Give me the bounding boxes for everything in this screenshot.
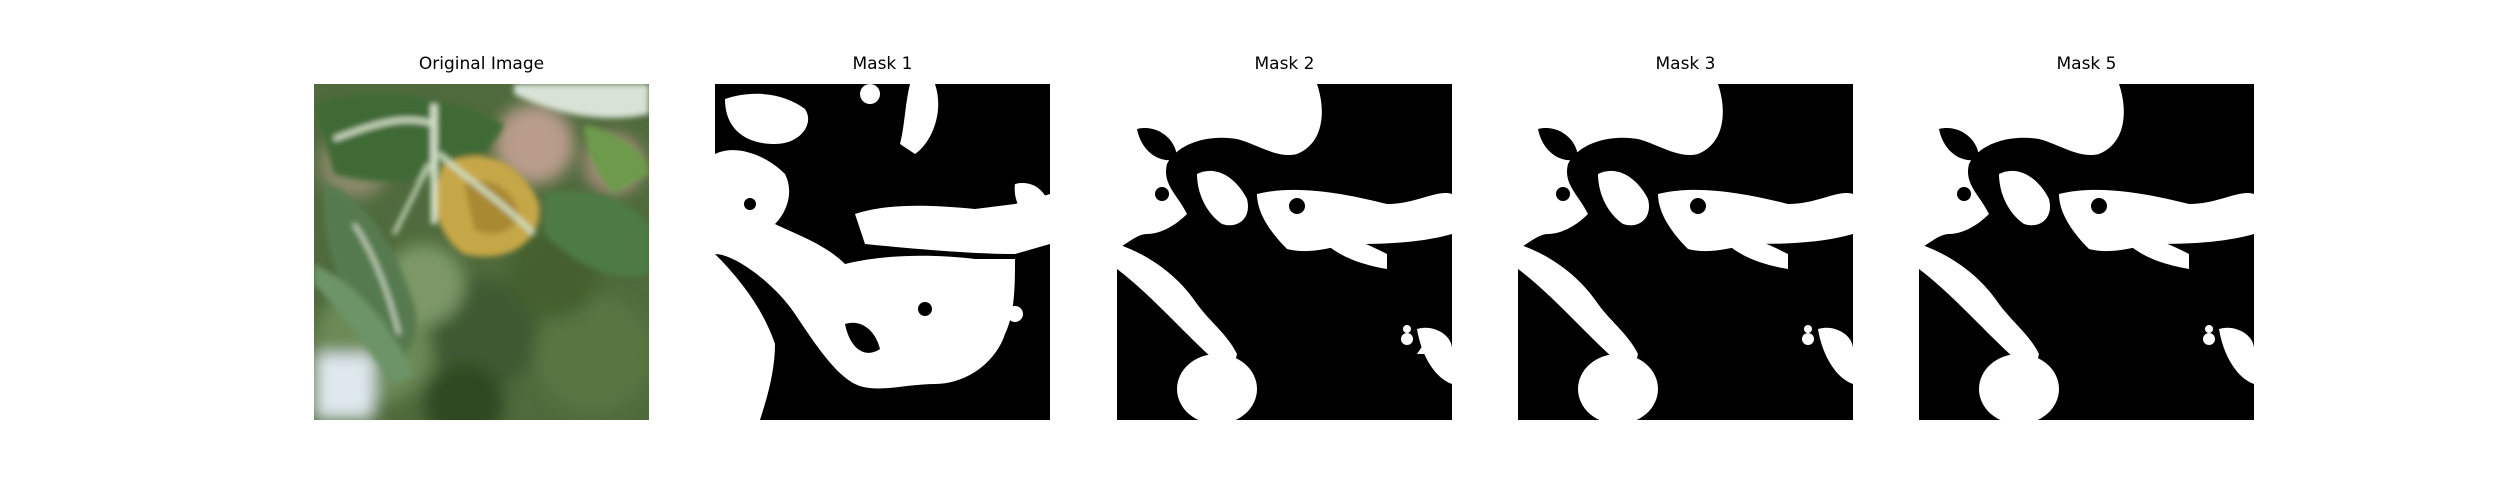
panel-title: Mask 1	[852, 54, 913, 74]
mask-1-image	[715, 84, 1050, 420]
mask-5-image	[1919, 84, 2254, 420]
panel-title: Mask 3	[1655, 54, 1716, 74]
panel-title: Mask 2	[1254, 54, 1315, 74]
panel-title: Original Image	[418, 54, 545, 74]
panel-title: Mask 5	[2056, 54, 2117, 74]
mask-3-image	[1518, 84, 1853, 420]
original-photo	[314, 84, 649, 420]
mask-2-image	[1117, 84, 1452, 420]
